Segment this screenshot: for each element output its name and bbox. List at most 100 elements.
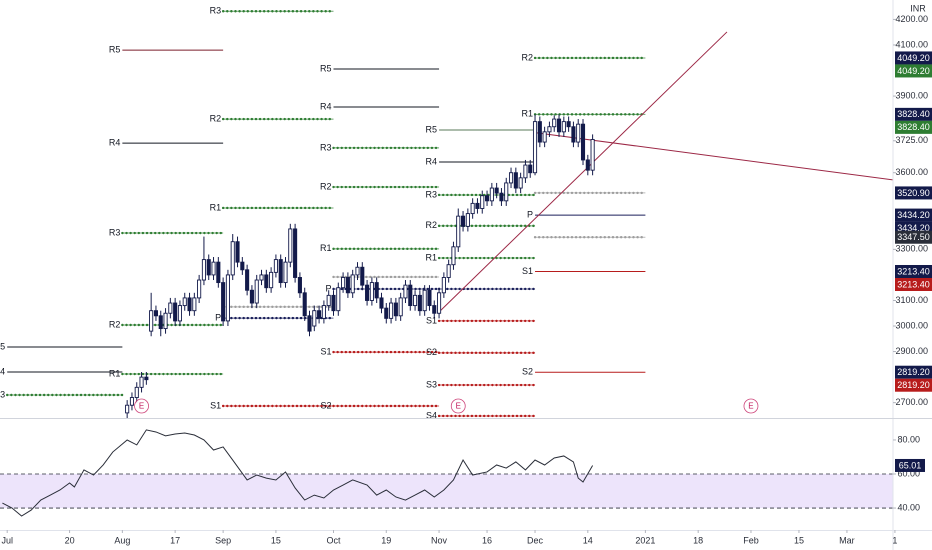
- pivot-label: R3: [320, 142, 332, 152]
- candle-body: [518, 177, 523, 189]
- candle: [417, 290, 422, 316]
- pivot-level: S2: [320, 400, 441, 410]
- candle-body: [293, 228, 298, 278]
- rsi-line: [2, 429, 594, 517]
- candle: [504, 177, 509, 206]
- candle: [197, 274, 202, 304]
- rsi-pane: [0, 429, 893, 517]
- candle-body: [307, 315, 312, 332]
- candle-body: [288, 228, 293, 263]
- x-tick-label: Mar: [839, 535, 855, 545]
- price-tag-label: 3213.40: [897, 266, 930, 276]
- candle: [269, 267, 274, 293]
- event-circle: [743, 398, 759, 414]
- pivot-label: R1: [522, 109, 534, 119]
- candle: [216, 257, 221, 288]
- candle-body: [225, 274, 230, 322]
- candle-body: [312, 310, 317, 327]
- candle-body: [585, 159, 590, 171]
- pivot-label: R3: [210, 6, 222, 16]
- pivot-level: R1: [320, 243, 441, 253]
- candle-body: [369, 282, 374, 301]
- candle: [484, 190, 490, 206]
- candle: [163, 308, 168, 334]
- candle: [365, 280, 370, 306]
- candle-body: [326, 294, 331, 307]
- pivot-label: S2: [320, 400, 331, 410]
- pivot-label: R1: [426, 252, 438, 262]
- price-tag-label: 3520.90: [897, 188, 930, 198]
- candle-body: [499, 192, 504, 202]
- candle: [273, 254, 278, 278]
- pivot-level: S1: [522, 266, 646, 276]
- y-tick-label: 4200.00: [895, 14, 928, 24]
- pivot-level: S1: [210, 400, 335, 410]
- pivot-level: R5: [109, 44, 224, 54]
- candle-body: [336, 287, 341, 312]
- pivot-label: R2: [426, 220, 438, 230]
- candle: [441, 272, 446, 298]
- candle: [278, 254, 283, 288]
- pivot-level: R1: [210, 202, 335, 212]
- pivot-label: R5: [0, 341, 5, 351]
- candle: [576, 119, 581, 148]
- pivot-label: R1: [210, 202, 222, 212]
- candle: [182, 292, 187, 311]
- pivot-label: S1: [210, 400, 221, 410]
- pivot-level: R3: [210, 6, 335, 16]
- candle-body: [480, 195, 485, 209]
- x-tick-label: Feb: [743, 535, 759, 545]
- candle-body: [302, 292, 307, 317]
- y-tick-label: 3100.00: [895, 295, 928, 305]
- price-tag-label: 3828.40: [897, 109, 930, 119]
- candle-body: [513, 172, 518, 189]
- x-tick-label: 20: [65, 535, 75, 545]
- candle: [552, 115, 557, 132]
- candle-body: [283, 261, 288, 284]
- candle-body: [144, 376, 149, 381]
- x-tick-label: 15: [271, 535, 281, 545]
- candle: [432, 300, 437, 319]
- pivot-level: R3: [320, 142, 441, 152]
- price-tag: [895, 120, 932, 134]
- price-tag-label: 3828.40: [897, 122, 930, 132]
- candle: [153, 305, 159, 321]
- pivot-label: R3: [0, 389, 5, 399]
- candle: [125, 400, 130, 418]
- candle: [475, 198, 480, 214]
- pivot-level: R4: [109, 137, 224, 147]
- candle-body: [413, 294, 418, 307]
- candle: [513, 167, 518, 194]
- candle-body: [552, 118, 557, 128]
- candle: [230, 234, 235, 281]
- price-tag: [895, 51, 932, 65]
- candle-body: [355, 266, 360, 276]
- candle: [369, 277, 374, 306]
- candle: [192, 292, 197, 316]
- event-circle: [450, 398, 466, 414]
- candle: [461, 211, 466, 232]
- candle: [293, 223, 298, 283]
- candle: [264, 269, 269, 293]
- candle-body: [321, 305, 326, 319]
- candle: [556, 114, 562, 137]
- x-tick-label: 1: [892, 535, 897, 545]
- candle: [422, 285, 427, 316]
- candle-body: [254, 279, 259, 304]
- y-tick-label: 2700.00: [895, 397, 928, 407]
- candle-body: [504, 182, 509, 202]
- pivot-label: R2: [109, 319, 121, 329]
- candle: [360, 262, 365, 291]
- candle-body: [437, 292, 442, 314]
- candle-body: [317, 310, 322, 319]
- candle-body: [379, 297, 384, 309]
- candle: [451, 241, 456, 270]
- candle: [518, 172, 523, 194]
- price-tag-label: 4049.20: [897, 53, 930, 63]
- rsi-tick-label: 80.00: [897, 434, 920, 444]
- pivot-label: S3: [426, 379, 437, 389]
- x-tick-label: 2021: [635, 535, 655, 545]
- pivot-level: R5: [426, 124, 536, 134]
- candle-body: [523, 164, 528, 179]
- candle-body: [556, 118, 562, 133]
